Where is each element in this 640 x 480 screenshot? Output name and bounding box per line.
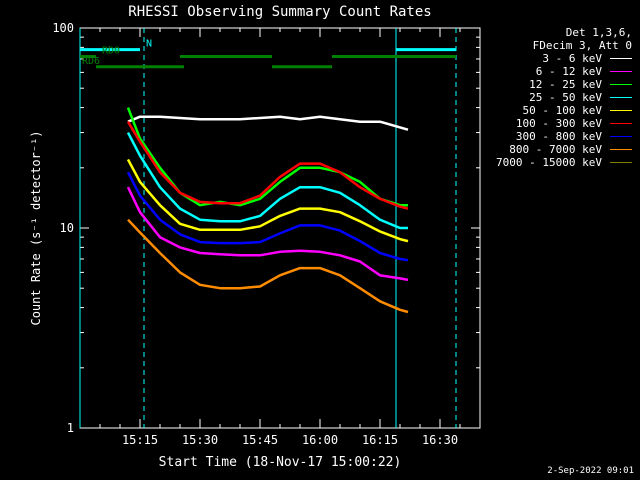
legend-entry: 50 - 100 keV: [432, 104, 632, 117]
x-tick-label: 15:45: [242, 433, 278, 447]
series-line-100-300-kev: [126, 121, 409, 210]
legend-entry: 3 - 6 keV: [432, 52, 632, 65]
legend-label: 6 - 12 keV: [535, 65, 602, 78]
series-line-12-25-kev: [126, 107, 408, 207]
x-tick-label: 15:30: [182, 433, 218, 447]
x-axis-label: Start Time (18-Nov-17 15:00:22): [159, 455, 402, 470]
legend-entry: 12 - 25 keV: [432, 78, 632, 91]
legend-header-decimation: FDecim 3, Att 0: [532, 39, 632, 52]
legend-swatch: [610, 161, 632, 164]
legend-entry: 25 - 50 keV: [432, 91, 632, 104]
generation-timestamp: 2-Sep-2022 09:01: [547, 466, 634, 476]
chart-title: RHESSI Observing Summary Count Rates: [128, 4, 431, 20]
annotation-label-rd0: RD0: [102, 46, 120, 57]
legend-label: 7000 - 15000 keV: [496, 156, 602, 169]
legend-label: 12 - 25 keV: [529, 78, 602, 91]
legend-swatch: [610, 135, 632, 138]
legend-swatch: [610, 96, 632, 99]
legend-label: 800 - 7000 keV: [509, 143, 602, 156]
x-tick-label: 16:00: [302, 433, 338, 447]
legend-entry: 100 - 300 keV: [432, 117, 632, 130]
series-line-6-12-kev: [126, 186, 409, 282]
legend-swatch: [610, 83, 632, 86]
legend-swatch: [610, 70, 632, 73]
x-tick-label: 16:15: [362, 433, 398, 447]
legend-label: 300 - 800 keV: [515, 130, 602, 143]
series-line-50-100-kev: [126, 158, 409, 243]
x-tick-label: 15:15: [122, 433, 158, 447]
y-tick-label: 100: [52, 21, 74, 35]
legend-label: 50 - 100 keV: [522, 104, 602, 117]
series-line-25-50-kev: [126, 132, 408, 230]
plot-frame: [79, 27, 481, 429]
y-tick-label: 1: [67, 421, 74, 435]
legend-swatch: [610, 122, 632, 125]
annotation-label-rd6: RD6: [82, 56, 100, 67]
series-line-3-6-kev: [127, 115, 409, 131]
legend-entry: 300 - 800 keV: [432, 130, 632, 143]
legend: Det 1,3,6, FDecim 3, Att 0 3 - 6 keV 6 - …: [432, 26, 632, 169]
legend-label: 3 - 6 keV: [542, 52, 602, 65]
y-axis-label: Count Rate (s⁻¹ detector⁻¹): [29, 130, 43, 325]
series-line-800-7000-kev: [127, 218, 409, 314]
legend-label: 100 - 300 keV: [515, 117, 602, 130]
legend-swatch: [610, 57, 632, 60]
legend-swatch: [610, 148, 632, 151]
legend-entry: 800 - 7000 keV: [432, 143, 632, 156]
legend-swatch: [610, 109, 632, 112]
legend-label: 25 - 50 keV: [529, 91, 602, 104]
legend-header-detectors: Det 1,3,6,: [565, 26, 632, 39]
legend-entry: 6 - 12 keV: [432, 65, 632, 78]
y-tick-label: 10: [60, 221, 74, 235]
annotation-label-n: N: [146, 39, 152, 50]
series-line-300-800-kev: [126, 171, 409, 262]
legend-entry: 7000 - 15000 keV: [432, 156, 632, 169]
x-tick-label: 16:30: [422, 433, 458, 447]
